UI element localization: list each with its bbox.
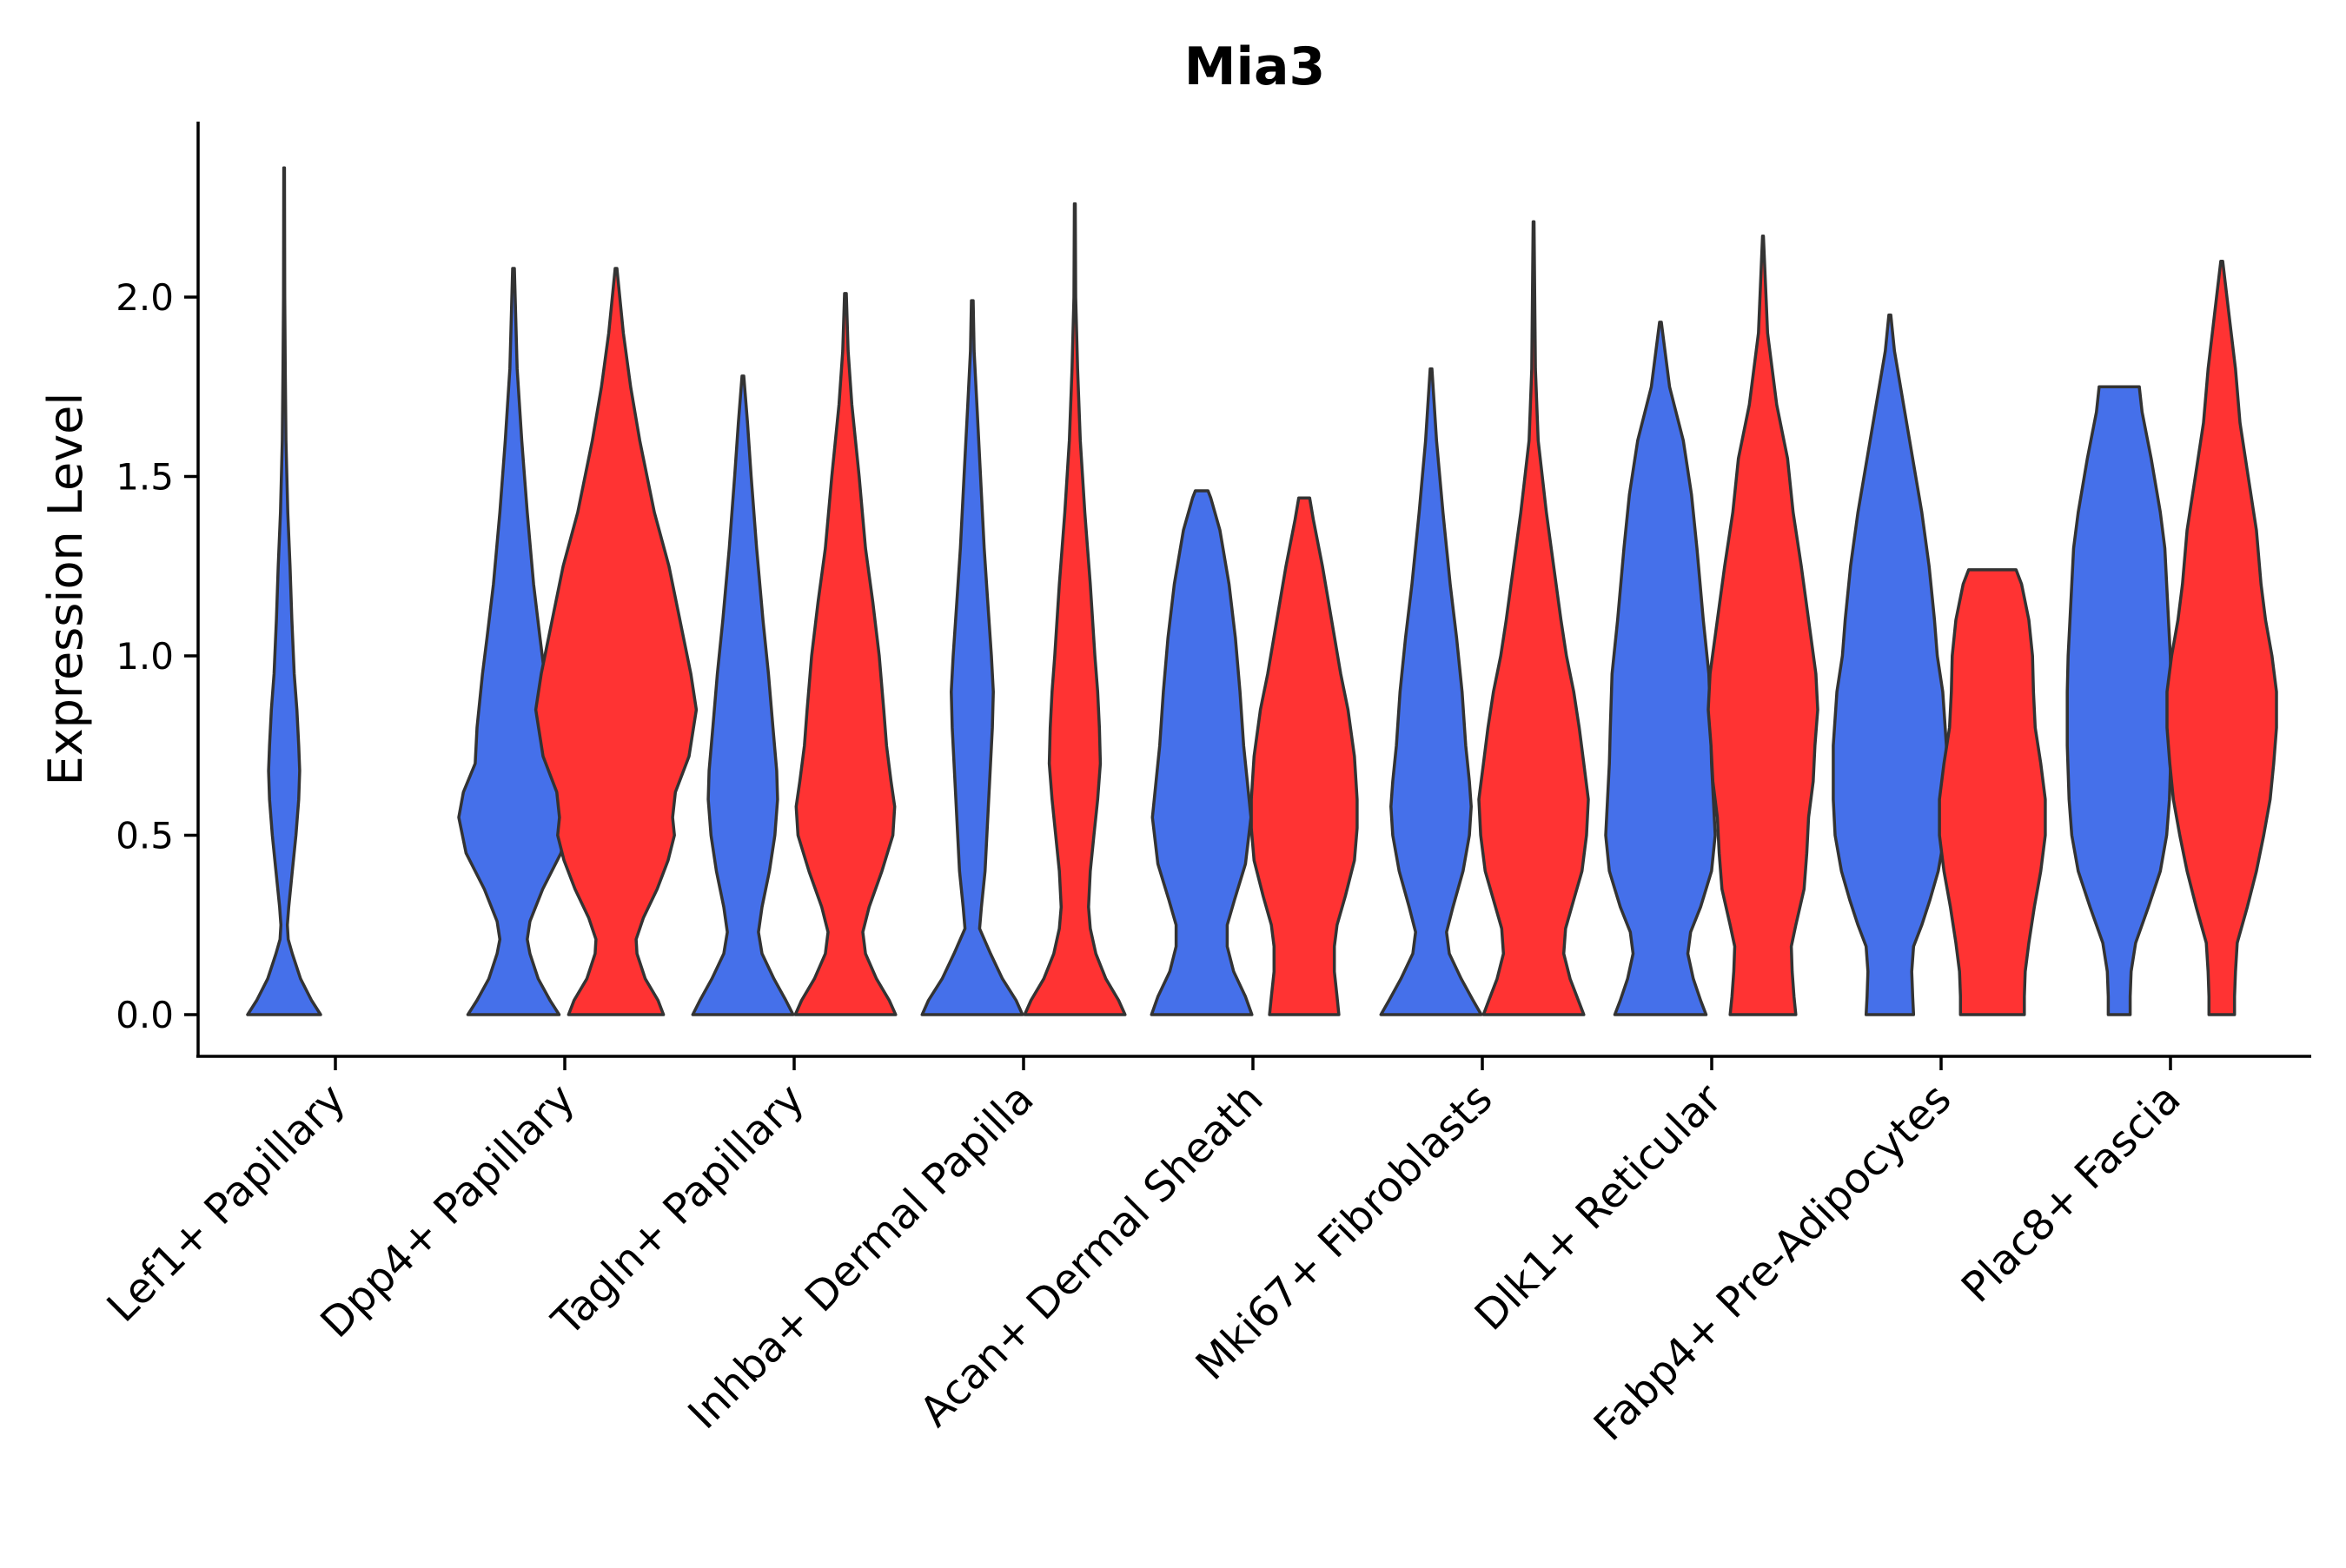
x-tick-label: Plac8+ Fascia: [1952, 1075, 2190, 1313]
violin-mki67-fibroblasts-red: [1477, 220, 1590, 1016]
violin-tagln-papillary-red: [793, 292, 898, 1016]
y-axis-ticks: 0.0 0.5 1.0 1.5 2.0: [116, 276, 198, 1036]
violin-inhba-dermal-papilla-blue: [920, 299, 1024, 1016]
violin-acan-dermal-sheath-blue: [1150, 489, 1254, 1016]
violin-fabp4-pre-adipocytes-blue: [1832, 313, 1948, 1016]
y-tick-label: 1.5: [116, 456, 174, 499]
y-tick-label: 2.0: [116, 276, 174, 319]
violin-dpp4-papillary-red: [533, 267, 699, 1016]
x-tick-label: Dpp4+ Papillary: [311, 1075, 584, 1347]
violin-dpp4-papillary-blue: [457, 267, 570, 1016]
violin-layer: [246, 166, 2278, 1016]
violin-dlk1-reticular-red: [1706, 235, 1819, 1016]
y-tick-label: 0.5: [116, 815, 174, 857]
y-tick-label: 1.0: [116, 635, 174, 678]
violin-lef1-papillary-blue: [246, 166, 322, 1016]
violin-fabp4-pre-adipocytes-red: [1938, 568, 2047, 1016]
violin-acan-dermal-sheath-red: [1249, 496, 1359, 1016]
violin-inhba-dermal-papilla-red: [1023, 202, 1127, 1016]
y-tick-label: 0.0: [116, 994, 174, 1036]
violin-tagln-papillary-blue: [691, 374, 795, 1016]
x-tick-label: Dlk1+ Reticular: [1466, 1075, 1732, 1340]
violin-plac8-fascia-red: [2165, 259, 2278, 1016]
violin-dlk1-reticular-blue: [1604, 321, 1717, 1016]
x-tick-label: Lef1+ Papillary: [98, 1075, 355, 1332]
y-axis-label: Expression Level: [38, 393, 93, 786]
violin-plac8-fascia-blue: [2065, 385, 2173, 1016]
x-tick-label: Tagln+ Papillary: [542, 1075, 813, 1346]
violin-mki67-fibroblasts-blue: [1379, 367, 1483, 1016]
chart-title: Mia3: [1184, 36, 1326, 97]
